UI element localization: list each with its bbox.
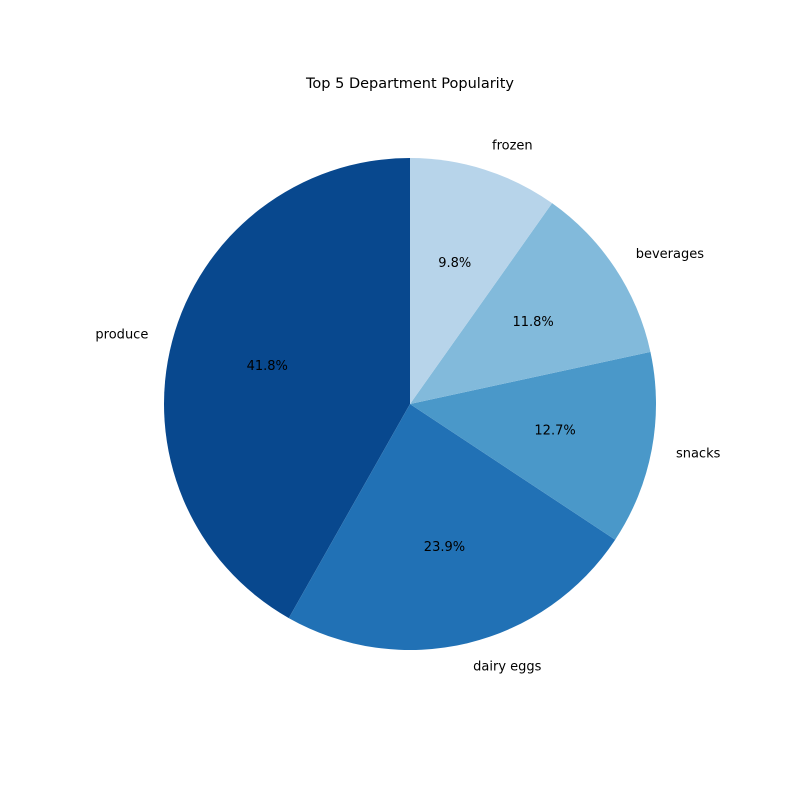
slice-label-frozen: frozen: [492, 139, 533, 154]
slice-percent-beverages: 11.8%: [512, 315, 553, 330]
pie-slice-snacks: [410, 351, 657, 540]
pie-slices: [164, 158, 657, 650]
slice-label-snacks: snacks: [676, 446, 721, 461]
slice-label-dairy-eggs: dairy eggs: [473, 660, 542, 675]
chart-title: Top 5 Department Popularity: [305, 76, 514, 92]
pie-slice-produce: [164, 158, 410, 619]
slice-percent-produce: 41.8%: [247, 359, 288, 374]
slice-label-beverages: beverages: [636, 247, 705, 262]
pie-slice-dairy-eggs: [288, 404, 616, 650]
pie-slice-beverages: [410, 203, 651, 404]
slice-percent-frozen: 9.8%: [438, 256, 471, 271]
slice-percent-snacks: 12.7%: [534, 424, 575, 439]
slice-label-produce: produce: [95, 328, 148, 343]
slice-percent-dairy-eggs: 23.9%: [424, 540, 465, 555]
pie-slice-frozen: [410, 158, 553, 404]
pie-labels: produce 41.8% dairy eggs 23.9% snacks 12.7% be…: [95, 139, 720, 675]
